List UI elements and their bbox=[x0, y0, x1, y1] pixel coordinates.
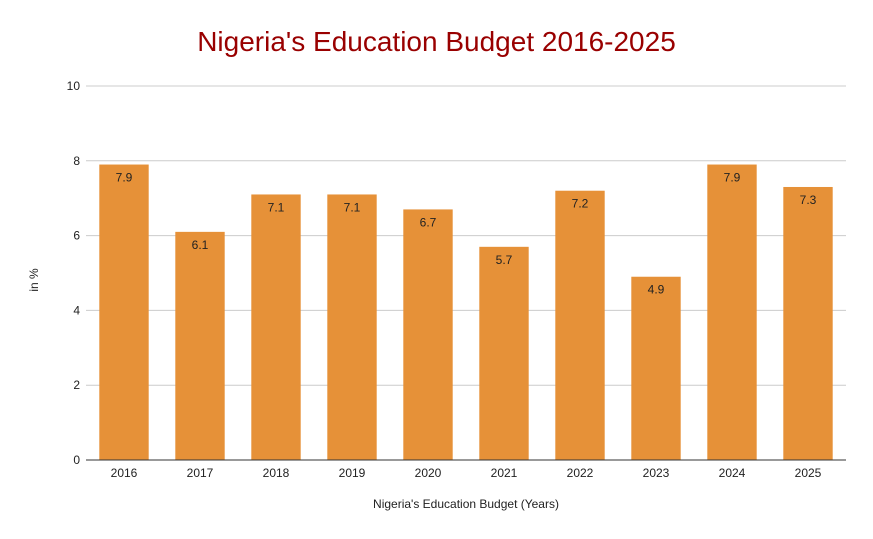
data-label: 7.1 bbox=[344, 200, 361, 214]
data-label: 6.7 bbox=[420, 215, 437, 229]
x-axis-label: Nigeria's Education Budget (Years) bbox=[373, 497, 559, 511]
y-tick-label: 4 bbox=[73, 303, 80, 317]
bar-2018 bbox=[251, 194, 301, 460]
y-tick-label: 8 bbox=[73, 154, 80, 168]
data-label: 7.1 bbox=[268, 200, 285, 214]
bar-2022 bbox=[555, 190, 605, 460]
x-tick-label: 2018 bbox=[263, 466, 290, 480]
chart-title: Nigeria's Education Budget 2016-2025 bbox=[197, 26, 676, 57]
x-tick-label: 2022 bbox=[567, 466, 594, 480]
x-tick-label: 2021 bbox=[491, 466, 518, 480]
bar-2020 bbox=[403, 209, 453, 460]
x-tick-label: 2016 bbox=[111, 466, 138, 480]
bar-2016 bbox=[99, 164, 149, 461]
bar-2021 bbox=[479, 246, 529, 460]
bar-2017 bbox=[175, 231, 225, 460]
bar-2019 bbox=[327, 194, 377, 460]
data-label: 7.9 bbox=[116, 171, 133, 185]
data-label: 7.3 bbox=[800, 193, 817, 207]
data-label: 6.1 bbox=[192, 238, 209, 252]
x-tick-label: 2024 bbox=[719, 466, 746, 480]
x-tick-label: 2023 bbox=[643, 466, 670, 480]
data-label: 7.2 bbox=[572, 197, 589, 211]
y-tick-label: 0 bbox=[73, 453, 80, 467]
bar-2023 bbox=[631, 276, 681, 460]
x-tick-label: 2019 bbox=[339, 466, 366, 480]
y-tick-label: 2 bbox=[73, 378, 80, 392]
y-tick-label: 6 bbox=[73, 229, 80, 243]
bar-2025 bbox=[783, 186, 833, 461]
x-tick-label: 2025 bbox=[795, 466, 822, 480]
data-label: 7.9 bbox=[724, 171, 741, 185]
x-tick-label: 2020 bbox=[415, 466, 442, 480]
data-label: 4.9 bbox=[648, 283, 665, 297]
x-tick-label: 2017 bbox=[187, 466, 214, 480]
bar-2024 bbox=[707, 164, 757, 461]
data-label: 5.7 bbox=[496, 253, 513, 267]
y-tick-label: 10 bbox=[67, 79, 81, 93]
